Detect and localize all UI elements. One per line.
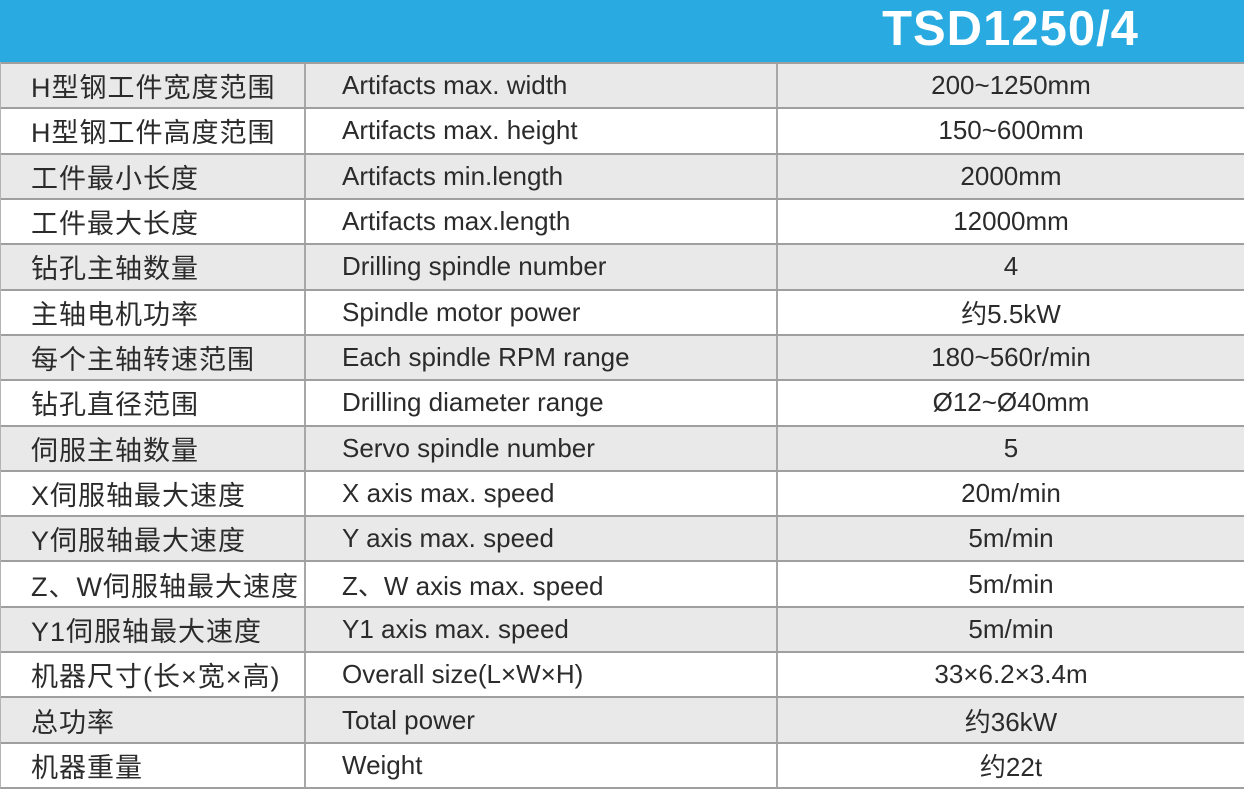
spec-value: 200~1250mm (931, 70, 1091, 101)
spec-value: 2000mm (960, 160, 1062, 191)
spec-row: 机器尺寸(长×宽×高) Overall size(L×W×H) 33×6.2×3… (1, 651, 1244, 697)
spec-value: 5m/min (968, 568, 1054, 599)
spec-label-cn: H型钢工件宽度范围 (1, 64, 306, 108)
spec-label-cn: X伺服轴最大速度 (1, 471, 306, 516)
spec-row: Z、W伺服轴最大速度 Z、W axis max. speed 5m/min (1, 560, 1244, 606)
spec-value: 12000mm (953, 206, 1069, 237)
spec-label-en: Total power (306, 698, 778, 742)
spec-row: 每个主轴转速范围 Each spindle RPM range 180~560r… (1, 333, 1244, 380)
spec-row: 钻孔直径范围 Drilling diameter range Ø12~Ø40mm (1, 379, 1244, 425)
spec-value: 150~600mm (938, 115, 1084, 146)
spec-label-cn: 主轴电机功率 (1, 290, 306, 334)
spec-table: H型钢工件宽度范围 Artifacts max. width 200~1250m… (0, 62, 1244, 789)
spec-label-en: X axis max. speed (306, 471, 778, 516)
spec-label-cn: Z、W伺服轴最大速度 (1, 562, 306, 606)
spec-label-en: Y1 axis max. speed (306, 607, 778, 652)
spec-value: 5m/min (968, 613, 1054, 644)
spec-label-cn: Y1伺服轴最大速度 (1, 607, 306, 652)
spec-value: 约36kW (964, 706, 1058, 737)
spec-row: 主轴电机功率 Spindle motor power 约5.5kW (1, 288, 1244, 334)
spec-value: 20m/min (961, 477, 1061, 508)
spec-row: H型钢工件高度范围 Artifacts max. height 150~600m… (1, 107, 1244, 153)
spec-label-en: Artifacts max. height (306, 109, 778, 153)
spec-label-cn: 钻孔直径范围 (1, 381, 306, 425)
spec-label-cn: 机器重量 (1, 743, 306, 787)
spec-row: 伺服主轴数量 Servo spindle number 5 (1, 424, 1244, 470)
spec-value: 约5.5kW (961, 298, 1061, 329)
spec-label-en: Each spindle RPM range (306, 335, 778, 380)
spec-label-cn: 机器尺寸(长×宽×高) (1, 653, 306, 697)
spec-row: 机器重量 Weight 约22t (1, 741, 1244, 787)
spec-row: 钻孔主轴数量 Drilling spindle number 4 (1, 243, 1244, 289)
spec-label-en: Artifacts max.length (306, 199, 778, 244)
spec-row: H型钢工件宽度范围 Artifacts max. width 200~1250m… (1, 62, 1244, 108)
spec-label-cn: 钻孔主轴数量 (1, 245, 306, 289)
spec-label-en: Spindle motor power (306, 290, 778, 334)
spec-label-cn: Y伺服轴最大速度 (1, 517, 306, 561)
spec-label-en: Weight (306, 743, 778, 787)
spec-row: Y伺服轴最大速度 Y axis max. speed 5m/min (1, 515, 1244, 561)
spec-label-en: Z、W axis max. speed (306, 562, 778, 606)
spec-label-cn: H型钢工件高度范围 (1, 109, 306, 153)
spec-value: 5 (1003, 432, 1019, 463)
spec-label-cn: 工件最小长度 (1, 154, 306, 198)
spec-row: X伺服轴最大速度 X axis max. speed 20m/min (1, 469, 1244, 516)
spec-value: 4 (1003, 251, 1019, 282)
model-number-title: TSD1250/4 (882, 1, 1139, 56)
spec-label-en: Artifacts max. width (306, 64, 778, 108)
spec-value: 5m/min (968, 523, 1054, 554)
spec-label-en: Artifacts min.length (306, 154, 778, 198)
spec-value: 33×6.2×3.4m (934, 659, 1088, 690)
spec-row: 工件最小长度 Artifacts min.length 2000mm (1, 152, 1244, 198)
spec-value: 约22t (979, 751, 1043, 782)
model-header-bar: TSD1250/4 (0, 0, 1244, 62)
spec-label-en: Overall size(L×W×H) (306, 653, 778, 697)
spec-row: 总功率 Total power 约36kW (1, 696, 1244, 742)
spec-label-en: Drilling diameter range (306, 381, 778, 425)
spec-label-en: Drilling spindle number (306, 245, 778, 289)
spec-label-cn: 伺服主轴数量 (1, 426, 306, 470)
spec-value: 180~560r/min (931, 342, 1091, 373)
spec-label-cn: 总功率 (1, 698, 306, 742)
spec-label-en: Servo spindle number (306, 426, 778, 470)
spec-label-en: Y axis max. speed (306, 517, 778, 561)
spec-row: 工件最大长度 Artifacts max.length 12000mm (1, 197, 1244, 244)
spec-label-cn: 每个主轴转速范围 (1, 335, 306, 380)
spec-label-cn: 工件最大长度 (1, 199, 306, 244)
spec-value: Ø12~Ø40mm (932, 387, 1090, 418)
spec-row: Y1伺服轴最大速度 Y1 axis max. speed 5m/min (1, 605, 1244, 652)
